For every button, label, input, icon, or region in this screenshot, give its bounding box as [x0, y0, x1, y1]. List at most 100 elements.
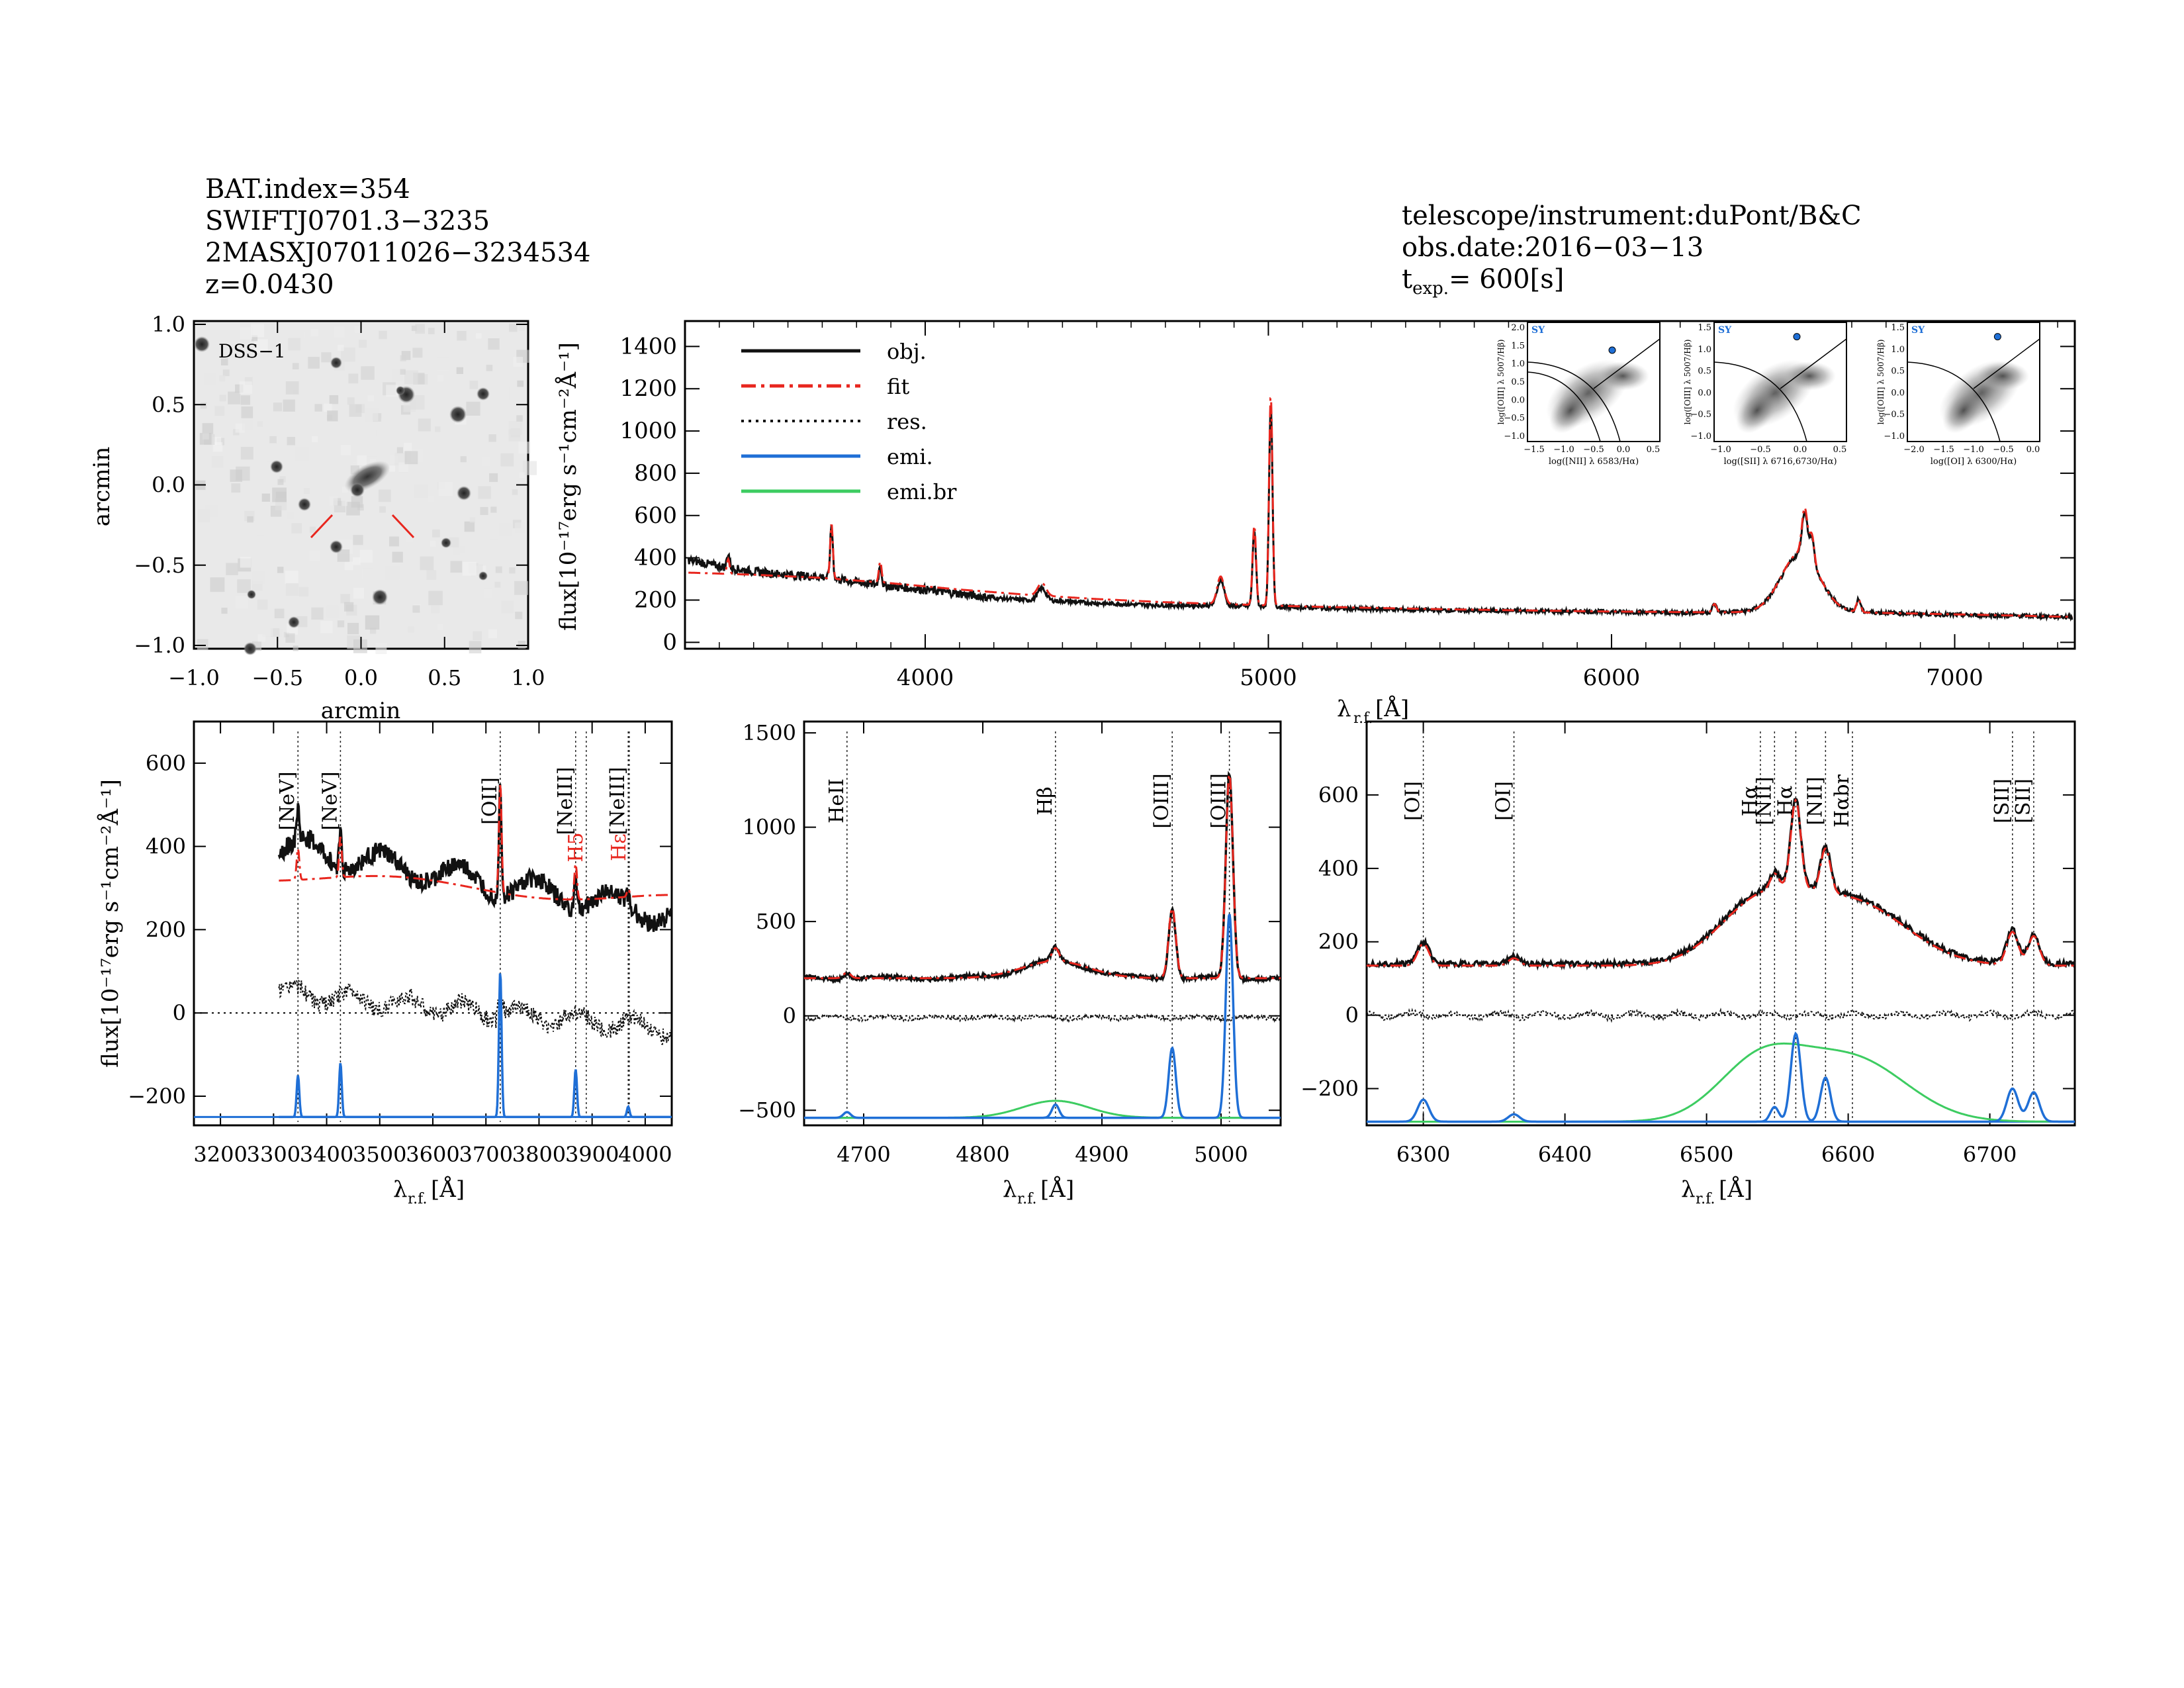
- noise-pixel: [256, 535, 264, 543]
- panel-xlabel-unit: [Å]: [431, 1176, 465, 1203]
- bpt-kewley-line: [1713, 361, 1807, 442]
- bpt-ytick-label: −1.0: [1690, 432, 1711, 442]
- noise-pixel: [273, 402, 283, 412]
- noise-pixel: [341, 347, 355, 362]
- panel-ytick-label: −200: [1300, 1076, 1359, 1102]
- noise-pixel: [483, 588, 492, 598]
- panel-ytick-label: 200: [1318, 929, 1359, 955]
- panel-line-label: Hε: [608, 833, 631, 861]
- noise-pixel: [230, 469, 243, 482]
- bpt-seyfert-liner-line: [1593, 338, 1661, 389]
- noise-pixel: [338, 344, 344, 352]
- noise-pixel: [404, 370, 418, 385]
- panel-frame: [803, 720, 1282, 1127]
- noise-pixel: [480, 506, 488, 516]
- noise-pixel: [385, 565, 400, 580]
- main-xlabel: λ r.f. [Å]: [1337, 695, 1409, 727]
- noise-pixel: [292, 363, 299, 369]
- dss-xtick-label: 1.0: [512, 665, 545, 690]
- panel-xtick-label: 4800: [956, 1142, 1009, 1167]
- bpt-xtick-label: 0.0: [1617, 445, 1631, 455]
- noise-pixel: [226, 563, 238, 575]
- panel-xtick-label: 4000: [618, 1142, 672, 1167]
- main-ticks: 4000 5000 6000 7000 0 200 400 600 800 1000 1200 140…: [619, 321, 2075, 691]
- panel-line-label: Hαbr: [1831, 774, 1854, 827]
- bpt-xtick-label: −1.5: [1933, 445, 1954, 455]
- panel-fit-curve: [1367, 798, 2075, 967]
- bpt-ytick-label: 1.0: [1511, 359, 1525, 369]
- bpt-xtick-label: −1.0: [1963, 445, 1984, 455]
- panel-frame: [193, 720, 673, 1127]
- bpt-xtick-label: 0.5: [1833, 445, 1847, 455]
- main-ytick-label: 1000: [619, 418, 677, 444]
- noise-pixel: [219, 395, 226, 402]
- bpt-point: [1793, 333, 1801, 341]
- panel-line-label: [SII]: [2012, 778, 2035, 823]
- panel-xtick-label: 3900: [565, 1142, 619, 1167]
- noise-pixel: [437, 375, 444, 382]
- noise-pixel: [460, 456, 467, 463]
- noise-pixel: [464, 521, 475, 532]
- noise-pixel: [522, 461, 537, 475]
- bpt-ytick-label: 0.0: [1511, 395, 1525, 405]
- panel-fit-curve: [279, 784, 672, 901]
- noise-pixel: [398, 462, 408, 473]
- panel-line-label: [NeIII]: [606, 767, 629, 835]
- dss-star: [457, 486, 471, 500]
- bpt-xlabel: log([OI] λ 6300/Hα): [1931, 457, 2017, 467]
- panel-ytick-label: 1500: [743, 720, 796, 745]
- bpt-bpt_nii: SY −1.5 −1.0 −0.5 0.0 0.5 −1.0 −0.5 0.0 0.5 1.0 1.5…: [1496, 322, 1661, 467]
- main-ylabel: flux[10⁻¹⁷erg s⁻¹cm⁻²Å⁻¹]: [555, 342, 582, 631]
- noise-pixel: [488, 434, 496, 442]
- swift-name: SWIFTJ0701.3−3235: [205, 206, 490, 236]
- noise-pixel: [334, 326, 345, 338]
- noise-pixel: [365, 408, 379, 422]
- noise-pixel: [434, 426, 441, 432]
- dss-star: [330, 357, 342, 369]
- noise-pixel: [251, 335, 258, 342]
- noise-pixel: [486, 519, 493, 526]
- panel-fit-curve: [804, 771, 1281, 980]
- noise-pixel: [517, 380, 524, 387]
- noise-pixel: [412, 348, 423, 358]
- panel-res-curve: [1366, 1008, 2075, 1023]
- main-ytick-label: 200: [634, 587, 677, 614]
- noise-pixel: [469, 381, 478, 389]
- panel-ytick-label: 600: [146, 751, 186, 776]
- noise-pixel: [344, 602, 354, 612]
- panel-xlabel-lambda: λ: [393, 1176, 408, 1203]
- noise-pixel: [309, 526, 316, 533]
- dss-xtick-label: 0.5: [428, 665, 461, 690]
- panel-xtick-label: 3300: [247, 1142, 300, 1167]
- panel-line-label: Hβ: [1034, 786, 1057, 816]
- noise-pixel: [426, 570, 437, 580]
- legend: obj. fit res. emi. emi.br: [741, 339, 957, 504]
- bpt-ytick-label: 1.5: [1511, 341, 1525, 351]
- bpt-bpt_sii: SY −1.0 −0.5 0.0 0.5 −1.0 −0.5 0.0 0.5 1.0 1.5 log(…: [1683, 322, 1847, 467]
- legend-fit: fit: [887, 374, 909, 399]
- noise-pixel: [212, 436, 222, 445]
- noise-pixel: [481, 457, 491, 466]
- noise-pixel: [400, 355, 406, 361]
- noise-pixel: [337, 549, 350, 562]
- noise-pixel: [355, 326, 362, 333]
- noise-pixel: [476, 333, 482, 339]
- noise-pixel: [312, 436, 318, 442]
- dss-label: DSS−1: [218, 340, 286, 362]
- noise-pixel: [285, 633, 295, 643]
- bpt-kauffmann-line: [1527, 371, 1601, 442]
- panel-res-curve: [278, 979, 672, 1045]
- main-frame: [684, 320, 2076, 650]
- marker-left: [310, 514, 334, 539]
- noise-pixel: [453, 547, 461, 555]
- noise-pixel: [257, 634, 266, 642]
- bpt-ylabel: log([OIII] λ 5007/Hβ): [1876, 340, 1886, 425]
- dss-xtick-label: −0.5: [251, 665, 303, 690]
- panel-xtick-label: 4700: [837, 1142, 890, 1167]
- noise-pixel: [242, 418, 253, 430]
- noise-pixel: [476, 610, 489, 624]
- noise-pixel: [494, 581, 501, 588]
- panel-line-label: [OIII]: [1150, 773, 1173, 829]
- noise-pixel: [412, 605, 420, 613]
- bpt-density-agn: [1596, 361, 1649, 391]
